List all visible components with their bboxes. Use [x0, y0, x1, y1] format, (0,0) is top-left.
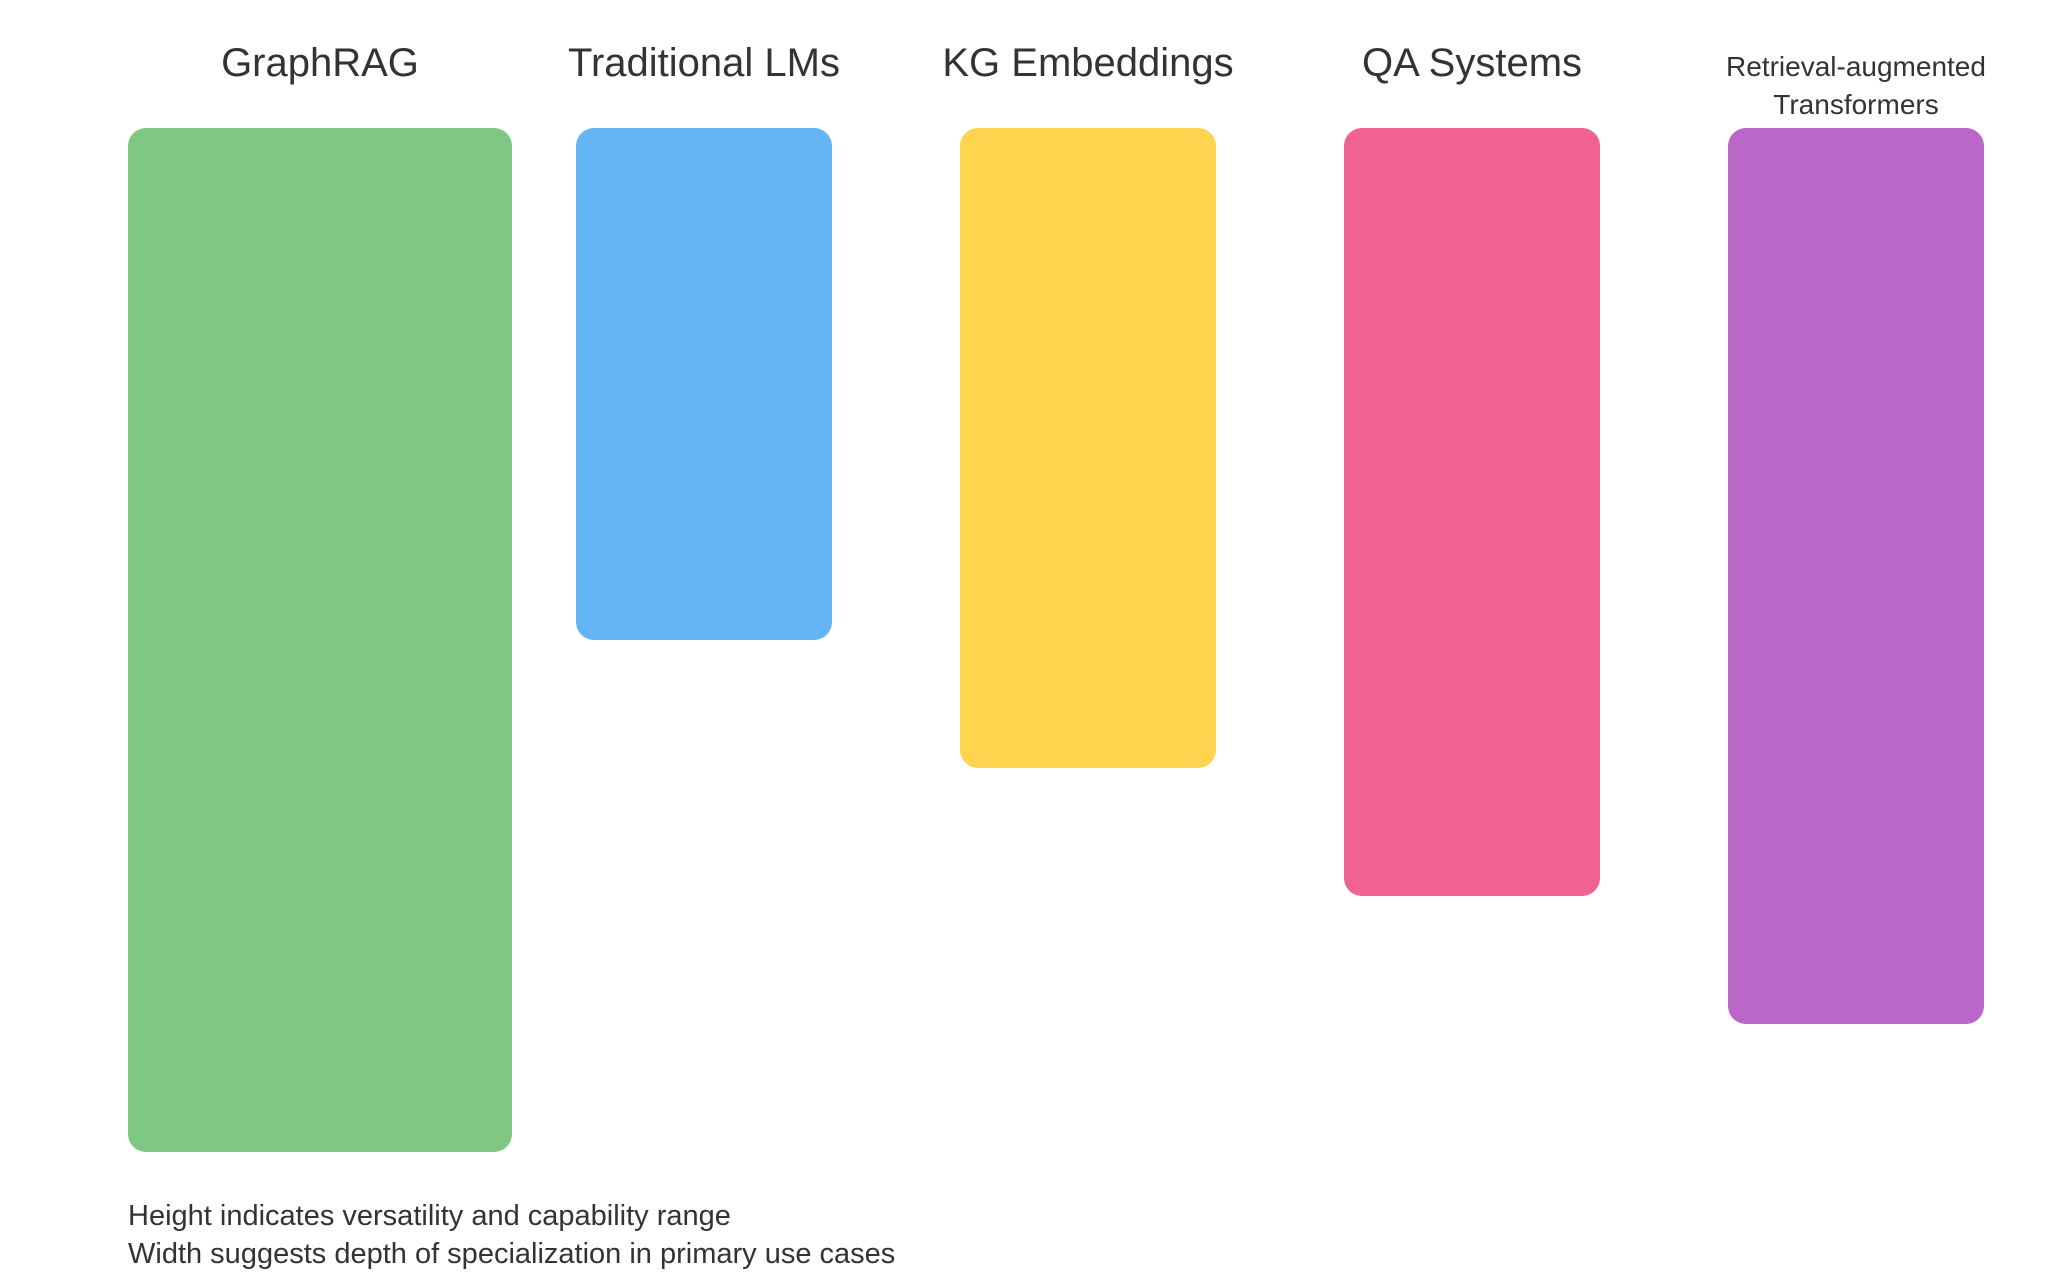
label-kg-embeddings: KG Embeddings	[942, 41, 1233, 85]
note-height: Height indicates versatility and capabil…	[128, 1200, 731, 1232]
bar-graphrag	[128, 128, 512, 1152]
label-traditional-lms: Traditional LMs	[568, 41, 840, 85]
label-qa-systems: QA Systems	[1362, 41, 1582, 85]
label-graphrag: GraphRAG	[221, 41, 419, 85]
label-retrieval-augmented-transformers: Retrieval-augmented Transformers	[1726, 51, 1986, 120]
bar-traditional-lms	[576, 128, 832, 640]
bar-retrieval-augmented-transformers	[1728, 128, 1984, 1024]
note-width: Width suggests depth of specialization i…	[128, 1238, 896, 1270]
bar-qa-systems	[1344, 128, 1600, 896]
bar-kg-embeddings	[960, 128, 1216, 768]
